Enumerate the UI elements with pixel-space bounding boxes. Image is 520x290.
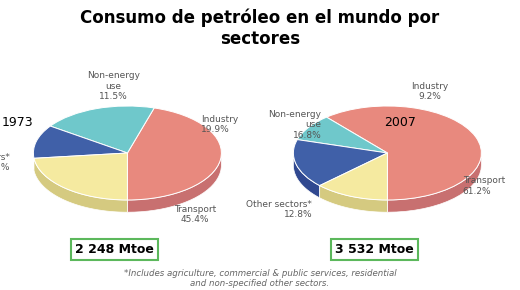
Polygon shape: [127, 151, 222, 212]
Wedge shape: [320, 153, 387, 200]
Text: Industry
19.9%: Industry 19.9%: [201, 115, 238, 135]
Text: Non-energy
use
11.5%: Non-energy use 11.5%: [87, 72, 140, 101]
Polygon shape: [33, 151, 34, 171]
Polygon shape: [387, 153, 482, 212]
Polygon shape: [320, 186, 387, 212]
Text: Consumo de petróleo en el mundo por
sectores: Consumo de petróleo en el mundo por sect…: [81, 9, 439, 48]
Text: 2 248 Mtoe: 2 248 Mtoe: [75, 243, 154, 256]
Polygon shape: [293, 152, 320, 198]
Text: Other sectors*
23.2%: Other sectors* 23.2%: [0, 153, 10, 172]
Wedge shape: [34, 153, 127, 200]
Text: 2007: 2007: [384, 116, 415, 129]
Text: Non-energy
use
16.8%: Non-energy use 16.8%: [269, 110, 321, 140]
Wedge shape: [33, 126, 127, 158]
Text: Other sectors*
12.8%: Other sectors* 12.8%: [246, 200, 312, 220]
Text: Transport
61.2%: Transport 61.2%: [463, 176, 505, 195]
Wedge shape: [127, 108, 222, 200]
Wedge shape: [297, 117, 387, 153]
Text: Industry
9.2%: Industry 9.2%: [411, 82, 448, 101]
Text: 1973: 1973: [2, 116, 33, 129]
Wedge shape: [293, 139, 387, 186]
Polygon shape: [34, 158, 127, 212]
Wedge shape: [327, 106, 482, 200]
Text: Transport
45.4%: Transport 45.4%: [174, 205, 216, 224]
Text: *Includes agriculture, commercial & public services, residential
and non-specifi: *Includes agriculture, commercial & publ…: [124, 269, 396, 288]
Text: 3 532 Mtoe: 3 532 Mtoe: [335, 243, 414, 256]
Wedge shape: [50, 106, 154, 153]
